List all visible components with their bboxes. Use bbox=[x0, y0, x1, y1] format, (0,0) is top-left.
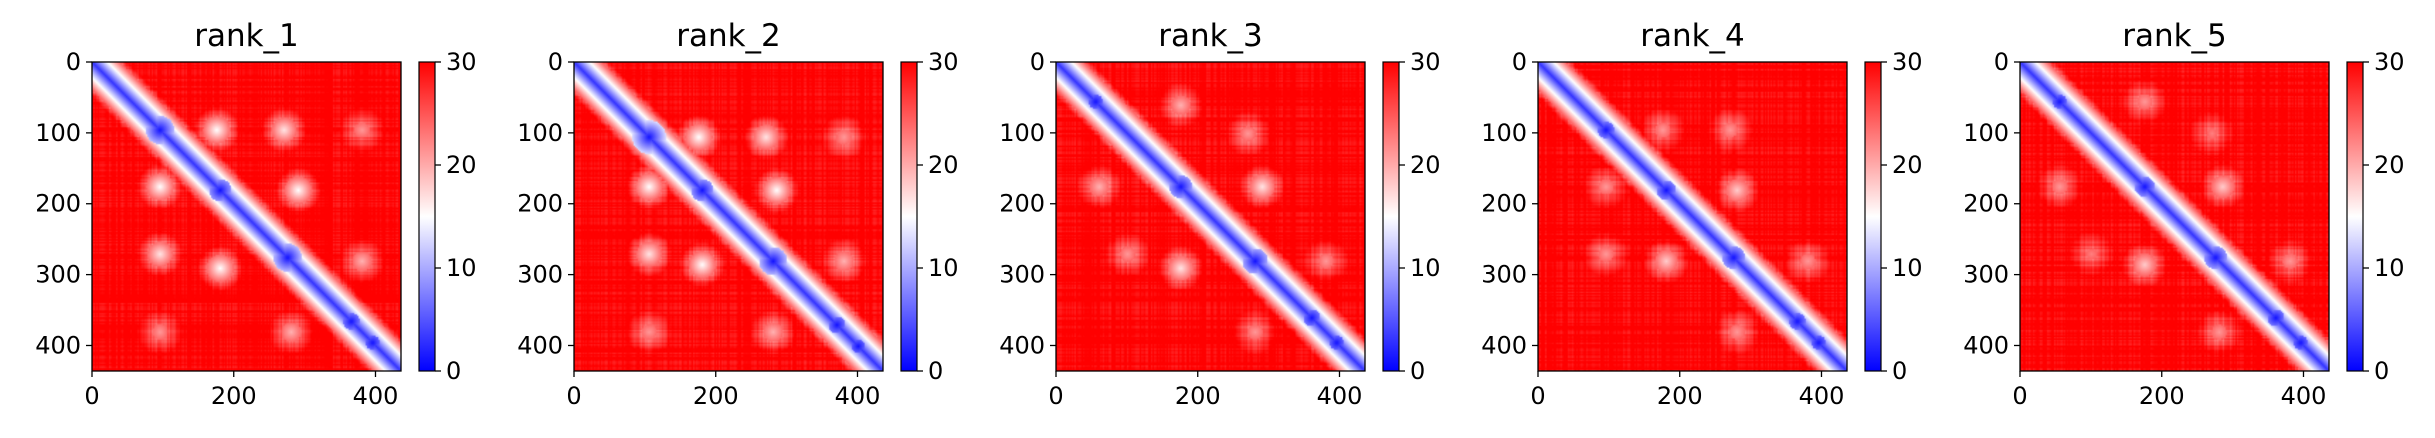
y-tick-label: 400 bbox=[1481, 331, 1527, 359]
subplot-title: rank_1 bbox=[194, 18, 299, 54]
axes-frame bbox=[2019, 61, 2330, 372]
colorbar-tick-label: 30 bbox=[1892, 48, 1923, 76]
x-tick-label: 400 bbox=[353, 382, 399, 410]
y-tick-label: 400 bbox=[517, 331, 563, 359]
axes-frame bbox=[573, 61, 884, 372]
colorbar bbox=[900, 61, 918, 372]
colorbar-tick-label: 10 bbox=[1410, 254, 1441, 282]
colorbar-tick-label: 30 bbox=[1410, 48, 1441, 76]
y-tick-label: 0 bbox=[548, 48, 563, 76]
y-tick-label: 400 bbox=[1963, 331, 2009, 359]
colorbar-tick-label: 10 bbox=[1892, 254, 1923, 282]
x-tick-label: 200 bbox=[1175, 382, 1221, 410]
colorbar bbox=[1864, 61, 1882, 372]
y-tick-label: 200 bbox=[999, 190, 1045, 218]
x-tick-label: 0 bbox=[84, 382, 99, 410]
colorbar-tick-label: 0 bbox=[1410, 357, 1425, 385]
y-tick-label: 300 bbox=[1481, 261, 1527, 289]
subplot-title: rank_2 bbox=[676, 18, 781, 54]
x-tick-label: 400 bbox=[1799, 382, 1845, 410]
colorbar-tick-label: 30 bbox=[928, 48, 959, 76]
colorbar bbox=[2346, 61, 2364, 372]
colorbar-tick-label: 10 bbox=[928, 254, 959, 282]
subplot-title: rank_3 bbox=[1158, 18, 1263, 54]
y-tick-label: 0 bbox=[66, 48, 81, 76]
y-tick-label: 0 bbox=[1512, 48, 1527, 76]
colorbar-tick-label: 0 bbox=[928, 357, 943, 385]
y-tick-label: 200 bbox=[35, 190, 81, 218]
y-tick-label: 100 bbox=[1481, 119, 1527, 147]
colorbar-tick-label: 30 bbox=[2374, 48, 2405, 76]
x-tick-label: 200 bbox=[1657, 382, 1703, 410]
y-tick-label: 200 bbox=[1481, 190, 1527, 218]
y-tick-label: 400 bbox=[35, 331, 81, 359]
y-tick-label: 100 bbox=[999, 119, 1045, 147]
colorbar-tick-label: 20 bbox=[446, 151, 477, 179]
colorbar-tick-label: 30 bbox=[446, 48, 477, 76]
x-tick-label: 0 bbox=[1048, 382, 1063, 410]
colorbar-tick-label: 0 bbox=[446, 357, 461, 385]
y-tick-label: 400 bbox=[999, 331, 1045, 359]
colorbar-tick-label: 20 bbox=[2374, 151, 2405, 179]
y-tick-label: 0 bbox=[1994, 48, 2009, 76]
y-tick-label: 300 bbox=[999, 261, 1045, 289]
x-tick-label: 400 bbox=[2281, 382, 2327, 410]
y-tick-label: 0 bbox=[1030, 48, 1045, 76]
y-tick-label: 300 bbox=[517, 261, 563, 289]
x-tick-label: 200 bbox=[211, 382, 257, 410]
x-tick-label: 0 bbox=[566, 382, 581, 410]
x-tick-label: 400 bbox=[1317, 382, 1363, 410]
heatmap-image bbox=[2020, 62, 2329, 371]
y-tick-label: 200 bbox=[1963, 190, 2009, 218]
x-tick-label: 0 bbox=[1530, 382, 1545, 410]
y-tick-label: 100 bbox=[1963, 119, 2009, 147]
y-tick-label: 200 bbox=[517, 190, 563, 218]
axes-frame bbox=[1055, 61, 1366, 372]
colorbar bbox=[1382, 61, 1400, 372]
x-tick-label: 0 bbox=[2012, 382, 2027, 410]
y-tick-label: 300 bbox=[1963, 261, 2009, 289]
heatmap-image bbox=[1056, 62, 1365, 371]
x-tick-label: 200 bbox=[2139, 382, 2185, 410]
colorbar-tick-label: 10 bbox=[2374, 254, 2405, 282]
axes-frame bbox=[1537, 61, 1848, 372]
axes-frame bbox=[91, 61, 402, 372]
colorbar-tick-label: 0 bbox=[1892, 357, 1907, 385]
x-tick-label: 400 bbox=[835, 382, 881, 410]
heatmap-image bbox=[92, 62, 401, 371]
heatmap-image bbox=[1538, 62, 1847, 371]
colorbar-tick-label: 10 bbox=[446, 254, 477, 282]
y-tick-label: 100 bbox=[517, 119, 563, 147]
heatmap-image bbox=[574, 62, 883, 371]
colorbar-tick-label: 20 bbox=[1892, 151, 1923, 179]
x-tick-label: 200 bbox=[693, 382, 739, 410]
colorbar-tick-label: 20 bbox=[1410, 151, 1441, 179]
colorbar bbox=[418, 61, 436, 372]
colorbar-tick-label: 20 bbox=[928, 151, 959, 179]
y-tick-label: 100 bbox=[35, 119, 81, 147]
colorbar-tick-label: 0 bbox=[2374, 357, 2389, 385]
subplot-title: rank_4 bbox=[1640, 18, 1745, 54]
y-tick-label: 300 bbox=[35, 261, 81, 289]
subplot-title: rank_5 bbox=[2122, 18, 2227, 54]
